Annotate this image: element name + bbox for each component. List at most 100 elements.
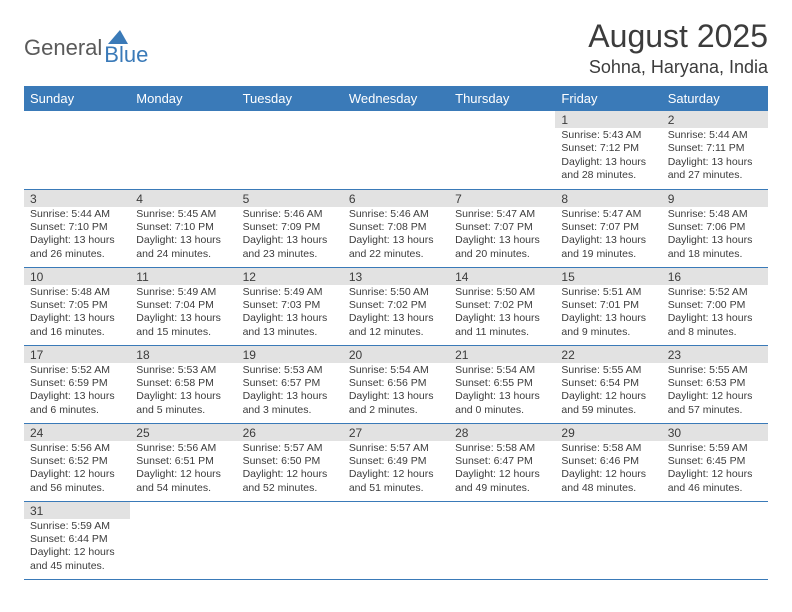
day-info-line: Sunrise: 5:55 AM [668, 364, 762, 377]
day-info: Sunrise: 5:51 AMSunset: 7:01 PMDaylight:… [555, 285, 661, 343]
day-info-line: Sunset: 7:09 PM [243, 221, 337, 234]
day-info-line: and 8 minutes. [668, 326, 762, 339]
logo: GeneralBlue [24, 18, 148, 68]
weekday-header: Friday [555, 86, 661, 111]
day-info-line: Sunset: 7:04 PM [136, 299, 230, 312]
day-info: Sunrise: 5:45 AMSunset: 7:10 PMDaylight:… [130, 207, 236, 265]
day-info-line: Sunrise: 5:44 AM [668, 129, 762, 142]
day-info-line: Sunrise: 5:53 AM [136, 364, 230, 377]
calendar-cell [343, 111, 449, 189]
day-info-line: Sunrise: 5:50 AM [349, 286, 443, 299]
day-info-line: and 11 minutes. [455, 326, 549, 339]
day-info-line: Sunset: 7:10 PM [136, 221, 230, 234]
weekday-header: Thursday [449, 86, 555, 111]
day-number: 17 [24, 346, 130, 363]
weekday-header: Saturday [662, 86, 768, 111]
calendar-cell [237, 111, 343, 189]
day-info-line: Daylight: 13 hours [136, 390, 230, 403]
day-info-line: Sunrise: 5:57 AM [349, 442, 443, 455]
day-info-line: and 19 minutes. [561, 248, 655, 261]
day-info-line: Daylight: 12 hours [668, 468, 762, 481]
calendar-cell: 27Sunrise: 5:57 AMSunset: 6:49 PMDayligh… [343, 423, 449, 501]
calendar-table: SundayMondayTuesdayWednesdayThursdayFrid… [24, 86, 768, 580]
calendar-cell: 25Sunrise: 5:56 AMSunset: 6:51 PMDayligh… [130, 423, 236, 501]
calendar-week-row: 1Sunrise: 5:43 AMSunset: 7:12 PMDaylight… [24, 111, 768, 189]
day-info: Sunrise: 5:48 AMSunset: 7:05 PMDaylight:… [24, 285, 130, 343]
day-info-line: Sunset: 7:08 PM [349, 221, 443, 234]
day-info-line: Sunset: 6:58 PM [136, 377, 230, 390]
calendar-cell: 26Sunrise: 5:57 AMSunset: 6:50 PMDayligh… [237, 423, 343, 501]
day-info: Sunrise: 5:55 AMSunset: 6:54 PMDaylight:… [555, 363, 661, 421]
calendar-week-row: 10Sunrise: 5:48 AMSunset: 7:05 PMDayligh… [24, 267, 768, 345]
day-info: Sunrise: 5:56 AMSunset: 6:51 PMDaylight:… [130, 441, 236, 499]
calendar-cell: 31Sunrise: 5:59 AMSunset: 6:44 PMDayligh… [24, 501, 130, 579]
day-info-line: and 28 minutes. [561, 169, 655, 182]
calendar-cell: 21Sunrise: 5:54 AMSunset: 6:55 PMDayligh… [449, 345, 555, 423]
day-info: Sunrise: 5:47 AMSunset: 7:07 PMDaylight:… [555, 207, 661, 265]
day-info-line: Sunset: 6:54 PM [561, 377, 655, 390]
calendar-week-row: 31Sunrise: 5:59 AMSunset: 6:44 PMDayligh… [24, 501, 768, 579]
day-info: Sunrise: 5:46 AMSunset: 7:08 PMDaylight:… [343, 207, 449, 265]
calendar-cell [237, 501, 343, 579]
day-info: Sunrise: 5:58 AMSunset: 6:46 PMDaylight:… [555, 441, 661, 499]
day-number: 18 [130, 346, 236, 363]
day-info-line: Sunset: 7:10 PM [30, 221, 124, 234]
day-info-line: and 18 minutes. [668, 248, 762, 261]
day-info-line: Daylight: 13 hours [243, 234, 337, 247]
calendar-cell: 28Sunrise: 5:58 AMSunset: 6:47 PMDayligh… [449, 423, 555, 501]
day-info-line: Sunrise: 5:45 AM [136, 208, 230, 221]
calendar-cell: 15Sunrise: 5:51 AMSunset: 7:01 PMDayligh… [555, 267, 661, 345]
day-info-line: Daylight: 13 hours [30, 312, 124, 325]
day-info-line: Sunset: 7:01 PM [561, 299, 655, 312]
day-number: 21 [449, 346, 555, 363]
day-info: Sunrise: 5:47 AMSunset: 7:07 PMDaylight:… [449, 207, 555, 265]
day-info-line: and 5 minutes. [136, 404, 230, 417]
day-info: Sunrise: 5:48 AMSunset: 7:06 PMDaylight:… [662, 207, 768, 265]
calendar-cell: 19Sunrise: 5:53 AMSunset: 6:57 PMDayligh… [237, 345, 343, 423]
day-info-line: Daylight: 13 hours [561, 234, 655, 247]
calendar-cell [449, 501, 555, 579]
day-number: 29 [555, 424, 661, 441]
day-number: 4 [130, 190, 236, 207]
day-info-line: Sunset: 6:47 PM [455, 455, 549, 468]
day-info-line: Sunset: 6:56 PM [349, 377, 443, 390]
day-info-line: Daylight: 12 hours [136, 468, 230, 481]
day-info-line: and 51 minutes. [349, 482, 443, 495]
day-info-line: Sunrise: 5:47 AM [561, 208, 655, 221]
day-info-line: Sunrise: 5:52 AM [30, 364, 124, 377]
day-info-line: Sunrise: 5:47 AM [455, 208, 549, 221]
calendar-cell: 3Sunrise: 5:44 AMSunset: 7:10 PMDaylight… [24, 189, 130, 267]
day-number: 15 [555, 268, 661, 285]
day-info-line: Sunset: 7:00 PM [668, 299, 762, 312]
day-info-line: Sunrise: 5:56 AM [136, 442, 230, 455]
day-info-line: Sunset: 6:46 PM [561, 455, 655, 468]
day-info-line: and 56 minutes. [30, 482, 124, 495]
day-number: 28 [449, 424, 555, 441]
weekday-header: Wednesday [343, 86, 449, 111]
day-info: Sunrise: 5:57 AMSunset: 6:49 PMDaylight:… [343, 441, 449, 499]
day-info-line: Sunrise: 5:49 AM [136, 286, 230, 299]
calendar-cell: 14Sunrise: 5:50 AMSunset: 7:02 PMDayligh… [449, 267, 555, 345]
day-number: 12 [237, 268, 343, 285]
calendar-cell [555, 501, 661, 579]
day-info-line: Sunset: 6:57 PM [243, 377, 337, 390]
day-info-line: and 12 minutes. [349, 326, 443, 339]
day-info: Sunrise: 5:54 AMSunset: 6:55 PMDaylight:… [449, 363, 555, 421]
calendar-week-row: 24Sunrise: 5:56 AMSunset: 6:52 PMDayligh… [24, 423, 768, 501]
day-number: 9 [662, 190, 768, 207]
calendar-cell: 7Sunrise: 5:47 AMSunset: 7:07 PMDaylight… [449, 189, 555, 267]
day-info: Sunrise: 5:54 AMSunset: 6:56 PMDaylight:… [343, 363, 449, 421]
day-number: 30 [662, 424, 768, 441]
logo-text-general: General [24, 35, 102, 61]
day-number: 14 [449, 268, 555, 285]
day-info-line: Sunrise: 5:48 AM [30, 286, 124, 299]
calendar-week-row: 3Sunrise: 5:44 AMSunset: 7:10 PMDaylight… [24, 189, 768, 267]
day-info-line: and 45 minutes. [30, 560, 124, 573]
day-info: Sunrise: 5:49 AMSunset: 7:04 PMDaylight:… [130, 285, 236, 343]
day-info: Sunrise: 5:59 AMSunset: 6:45 PMDaylight:… [662, 441, 768, 499]
calendar-cell: 18Sunrise: 5:53 AMSunset: 6:58 PMDayligh… [130, 345, 236, 423]
day-info-line: Sunset: 7:02 PM [455, 299, 549, 312]
day-info-line: Sunset: 7:07 PM [561, 221, 655, 234]
day-info-line: Sunset: 7:07 PM [455, 221, 549, 234]
day-info-line: Sunset: 6:53 PM [668, 377, 762, 390]
